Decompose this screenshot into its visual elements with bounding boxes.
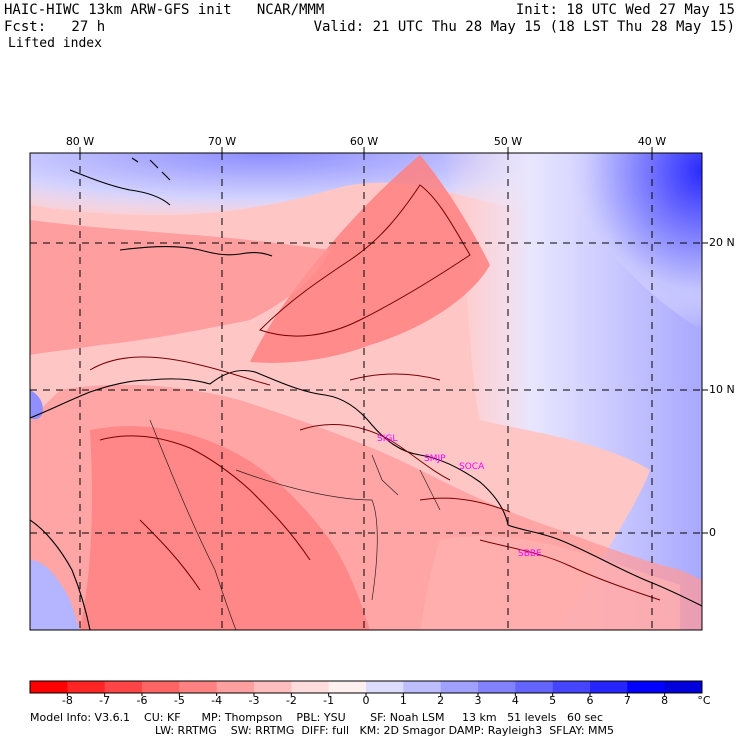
lat-lon-grid xyxy=(30,153,702,630)
forecast-hour: Fcst: 27 h xyxy=(4,19,106,35)
station-label: SBBE xyxy=(518,549,542,559)
colorbar xyxy=(29,680,703,696)
colorbar-swatch xyxy=(552,681,591,693)
station-label: SIGL xyxy=(377,434,397,444)
colorbar-label: 2 xyxy=(437,694,445,707)
colorbar-swatch xyxy=(590,681,628,693)
station-label: SOCA xyxy=(459,462,485,472)
colorbar-label: 8 xyxy=(661,694,669,707)
colorbar-swatch xyxy=(30,681,68,693)
model-info: Model Info: V3.6.1 CU: KF MP: Thompson P… xyxy=(30,711,603,724)
colorbar-swatch xyxy=(328,681,367,693)
colorbar-swatch xyxy=(216,681,255,693)
valid-time: Valid: 21 UTC Thu 28 May 15 (18 LST Thu … xyxy=(313,19,735,35)
colorbar-swatch xyxy=(366,681,404,693)
lon-label: 70 W xyxy=(207,135,237,148)
physics-info: LW: RRTMG SW: RRTMG DIFF: full KM: 2D Sm… xyxy=(155,724,615,737)
colorbar-label: -8 xyxy=(61,694,73,707)
colorbar-label: 7 xyxy=(623,694,631,707)
colorbar-unit: °C xyxy=(697,694,711,707)
colorbar-swatch xyxy=(67,681,106,693)
lon-label: 50 W xyxy=(493,135,523,148)
colorbar-label: 0 xyxy=(362,694,370,707)
field-name: Lifted index xyxy=(8,36,102,51)
li-contours xyxy=(89,184,661,601)
lat-label: 10 N xyxy=(709,383,735,396)
colorbar-swatch xyxy=(515,681,554,693)
lat-label: 20 N xyxy=(709,236,735,249)
colorbar-swatch xyxy=(478,681,516,693)
lon-label: 60 W xyxy=(349,135,379,148)
lon-label: 80 W xyxy=(65,135,95,148)
lifted-index-field xyxy=(30,153,702,630)
model-title: HAIC-HIWC 13km ARW-GFS init NCAR/MMM xyxy=(4,2,325,18)
lon-label: 40 W xyxy=(637,135,667,148)
colorbar-label: 1 xyxy=(399,694,407,707)
colorbar-swatch xyxy=(664,681,703,693)
init-time: Init: 18 UTC Wed 27 May 15 xyxy=(515,2,735,18)
station-label: SMJP xyxy=(424,454,446,464)
lat-label: 0 xyxy=(709,526,716,539)
colorbar-label: 4 xyxy=(511,694,519,707)
colorbar-swatch xyxy=(254,681,292,693)
colorbar-swatch xyxy=(403,681,442,693)
colorbar-swatch xyxy=(440,681,479,693)
colorbar-label: -2 xyxy=(285,694,297,707)
colorbar-swatch xyxy=(179,681,218,693)
colorbar-label: 5 xyxy=(549,694,557,707)
coastlines xyxy=(30,157,702,630)
colorbar-label: 6 xyxy=(586,694,594,707)
colorbar-swatch xyxy=(291,681,330,693)
colorbar-swatch xyxy=(142,681,180,693)
colorbar-label: -5 xyxy=(173,694,185,707)
colorbar-label: 3 xyxy=(474,694,482,707)
colorbar-label: -3 xyxy=(248,694,260,707)
colorbar-label: -6 xyxy=(136,694,148,707)
colorbar-swatch xyxy=(104,681,143,693)
colorbar-label: -1 xyxy=(323,694,335,707)
colorbar-label: -7 xyxy=(99,694,111,707)
colorbar-swatch xyxy=(627,681,666,693)
colorbar-label: -4 xyxy=(211,694,223,707)
